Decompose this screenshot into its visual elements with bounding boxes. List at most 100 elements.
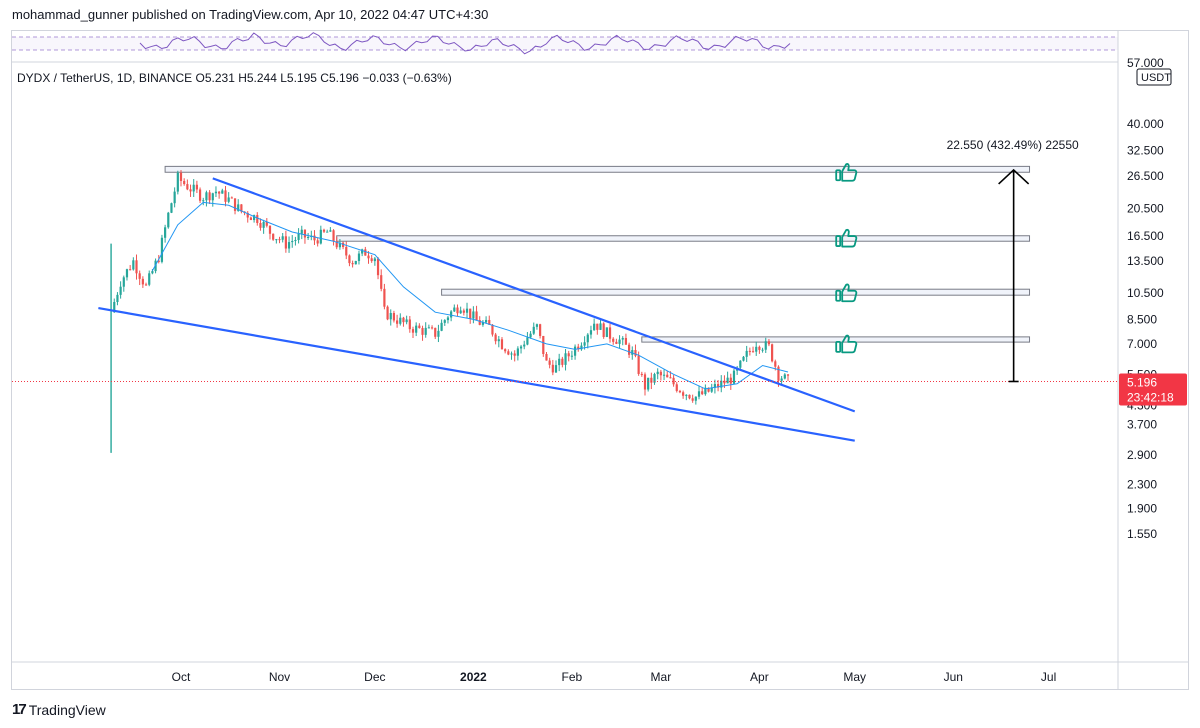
candle-body <box>662 374 666 376</box>
y-tick-label: 26.500 <box>1127 169 1164 183</box>
candle-body <box>246 212 249 218</box>
candle-body <box>507 351 510 355</box>
candle-body <box>307 237 310 239</box>
candle-body <box>237 204 240 211</box>
candle-body <box>227 197 230 202</box>
ohlc-value: O5.231 <box>196 71 239 85</box>
ohlc-value: L5.195 <box>280 71 320 85</box>
candle-body <box>624 338 628 345</box>
candle-body <box>427 327 430 329</box>
y-tick-label: 2.300 <box>1127 477 1157 491</box>
thumbs-up-icon <box>835 334 858 354</box>
y-tick-label: 40.000 <box>1127 117 1164 131</box>
candle-body <box>659 371 662 376</box>
candle-body <box>335 241 338 248</box>
resistance-zone <box>441 288 1031 296</box>
candle-body <box>202 200 205 202</box>
ohlc-value: −0.033 (−0.63%) <box>362 71 451 85</box>
candle-body <box>160 237 164 262</box>
x-tick-label: May <box>843 670 866 684</box>
candle-body <box>561 358 564 365</box>
candle-body <box>618 339 621 344</box>
candle-body <box>135 260 138 274</box>
candle-body <box>643 374 647 390</box>
candle-body <box>316 240 319 244</box>
candle-body <box>682 392 685 396</box>
ohlc-value: H5.244 <box>238 71 280 85</box>
candle-body <box>710 387 713 392</box>
y-tick-label: 2.900 <box>1127 448 1157 462</box>
candle-body <box>129 269 132 271</box>
candle-body <box>694 396 697 401</box>
currency-label: USDT <box>1141 72 1171 84</box>
candle-body <box>132 260 135 270</box>
candle-body <box>332 230 335 242</box>
candle-body <box>478 320 481 325</box>
candle-body <box>755 346 758 352</box>
candle-body <box>421 328 424 335</box>
candle-body <box>192 184 195 192</box>
candle-body <box>526 337 529 345</box>
candle-body <box>475 311 478 321</box>
y-tick-label: 3.700 <box>1127 417 1157 431</box>
candle-body <box>113 302 116 313</box>
candle-body <box>704 387 707 395</box>
candle-body <box>189 189 192 192</box>
candle-body <box>370 258 373 262</box>
candle-body <box>551 364 554 373</box>
candle-body <box>691 398 694 401</box>
candle-body <box>284 236 287 249</box>
x-tick-label: Jul <box>1041 670 1056 684</box>
candle-body <box>300 229 303 234</box>
candle-body <box>319 229 322 244</box>
candle-body <box>341 242 345 248</box>
candle-body <box>558 358 561 366</box>
candle-body <box>205 192 208 201</box>
resistance-zone <box>164 165 1031 173</box>
candle-body <box>707 387 710 392</box>
candle-body <box>281 236 284 240</box>
candle-body <box>138 273 141 279</box>
candle-body <box>415 325 418 333</box>
candle-body <box>494 334 497 342</box>
candle-body <box>761 349 764 351</box>
candle-body <box>720 380 723 388</box>
candle-body <box>701 391 704 395</box>
currency-box <box>1136 68 1172 86</box>
candle-body <box>376 258 380 276</box>
candle-body <box>732 370 736 384</box>
thumbs-up-icon <box>835 283 858 303</box>
candle-body <box>450 311 453 318</box>
candle-body <box>240 204 243 212</box>
candle-body <box>459 310 462 314</box>
candle-body <box>233 198 237 211</box>
measure-arrow-head <box>998 168 1030 185</box>
candle-body <box>252 215 256 221</box>
candle-body <box>453 307 456 312</box>
candle-body <box>564 353 567 365</box>
moving-average-line <box>151 201 789 390</box>
y-tick-label: 16.500 <box>1127 229 1164 243</box>
tradingview-logo[interactable]: 17 TradingView <box>12 701 106 718</box>
candle-body <box>224 190 227 202</box>
candle-body <box>697 391 701 397</box>
candle-body <box>615 341 618 344</box>
candle-body <box>688 394 691 399</box>
candle-body <box>484 319 488 323</box>
candle-body <box>621 338 624 340</box>
candle-body <box>357 253 361 261</box>
candle-body <box>272 233 275 240</box>
candle-body <box>338 242 342 248</box>
candle-body <box>440 322 443 331</box>
candle-body <box>491 324 494 335</box>
candle-body <box>548 360 551 365</box>
candle-body <box>586 334 589 343</box>
candle-body <box>179 172 183 181</box>
resistance-zone <box>336 235 1031 242</box>
candle-body <box>367 255 370 259</box>
candle-body <box>589 330 593 335</box>
candle-body <box>771 344 774 362</box>
candle-body <box>764 341 767 350</box>
candle-body <box>291 241 294 243</box>
